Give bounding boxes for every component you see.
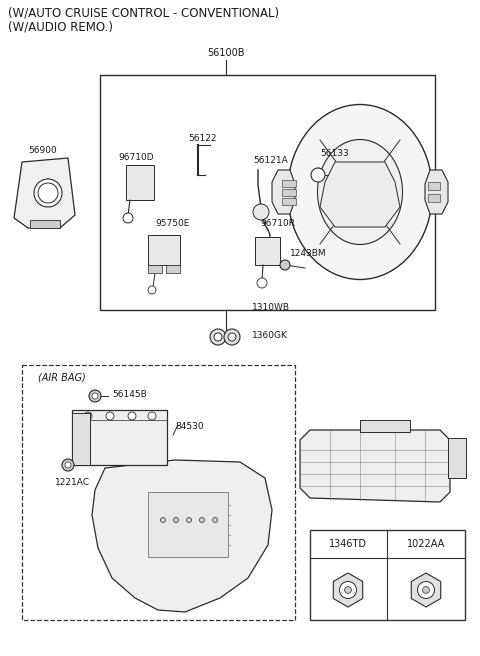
Bar xyxy=(310,530,465,620)
Circle shape xyxy=(214,333,222,341)
Circle shape xyxy=(228,333,236,341)
Text: 96710D: 96710D xyxy=(118,153,154,162)
Bar xyxy=(282,198,296,205)
Text: 56145B: 56145B xyxy=(112,390,147,399)
Polygon shape xyxy=(272,170,295,214)
Circle shape xyxy=(123,213,133,223)
Circle shape xyxy=(34,179,62,207)
Circle shape xyxy=(173,518,179,522)
Circle shape xyxy=(106,412,114,420)
Bar xyxy=(148,235,180,265)
Polygon shape xyxy=(333,573,363,607)
Circle shape xyxy=(280,260,290,270)
Bar xyxy=(100,75,435,310)
Text: 1243BM: 1243BM xyxy=(290,249,326,258)
Bar xyxy=(126,165,154,200)
Polygon shape xyxy=(425,170,448,214)
Bar xyxy=(448,438,466,478)
Text: 56133: 56133 xyxy=(320,149,349,158)
Circle shape xyxy=(210,329,226,345)
Bar xyxy=(30,220,60,228)
Circle shape xyxy=(311,168,325,182)
Circle shape xyxy=(92,393,98,399)
Text: 1360GK: 1360GK xyxy=(252,331,288,340)
Circle shape xyxy=(65,462,71,468)
Circle shape xyxy=(253,204,269,220)
Circle shape xyxy=(160,518,166,522)
Text: (AIR BAG): (AIR BAG) xyxy=(38,372,86,382)
Text: 56100B: 56100B xyxy=(207,48,245,58)
Text: 1022AA: 1022AA xyxy=(407,539,445,549)
Circle shape xyxy=(339,581,357,598)
Circle shape xyxy=(213,518,217,522)
Bar xyxy=(282,189,296,196)
Text: 56900: 56900 xyxy=(28,146,57,155)
Polygon shape xyxy=(320,162,400,227)
Circle shape xyxy=(422,586,430,594)
Text: 88070: 88070 xyxy=(340,481,369,490)
Circle shape xyxy=(38,183,58,203)
Text: (W/AUTO CRUISE CONTROL - CONVENTIONAL): (W/AUTO CRUISE CONTROL - CONVENTIONAL) xyxy=(8,6,279,19)
Text: 84530: 84530 xyxy=(175,422,204,431)
Circle shape xyxy=(148,286,156,294)
Bar xyxy=(72,410,167,465)
Polygon shape xyxy=(411,573,441,607)
Bar xyxy=(166,265,180,273)
Bar xyxy=(255,237,280,265)
Text: (W/AUDIO REMO.): (W/AUDIO REMO.) xyxy=(8,20,113,33)
Text: 95750E: 95750E xyxy=(155,219,190,228)
Text: 1221AC: 1221AC xyxy=(55,478,90,487)
Text: 56121A: 56121A xyxy=(253,156,288,165)
Bar xyxy=(148,492,228,557)
Bar xyxy=(148,265,162,273)
Text: 1310WB: 1310WB xyxy=(252,303,290,312)
Text: 96710R: 96710R xyxy=(260,219,295,228)
Circle shape xyxy=(200,518,204,522)
Bar xyxy=(428,182,440,190)
Circle shape xyxy=(257,278,267,288)
Circle shape xyxy=(89,390,101,402)
Ellipse shape xyxy=(317,140,403,245)
Bar xyxy=(22,365,295,620)
Ellipse shape xyxy=(288,104,432,279)
Polygon shape xyxy=(14,158,75,228)
Circle shape xyxy=(224,329,240,345)
Circle shape xyxy=(148,412,156,420)
Circle shape xyxy=(62,459,74,471)
Circle shape xyxy=(128,412,136,420)
Polygon shape xyxy=(300,430,450,502)
Polygon shape xyxy=(92,460,272,612)
Bar xyxy=(282,180,296,187)
Circle shape xyxy=(345,586,351,594)
Bar xyxy=(72,413,90,465)
Circle shape xyxy=(187,518,192,522)
Text: 56122: 56122 xyxy=(188,134,216,143)
Bar xyxy=(360,420,410,432)
Circle shape xyxy=(84,412,92,420)
Bar xyxy=(428,194,440,202)
Circle shape xyxy=(418,581,434,598)
Text: 1346TD: 1346TD xyxy=(329,539,367,549)
